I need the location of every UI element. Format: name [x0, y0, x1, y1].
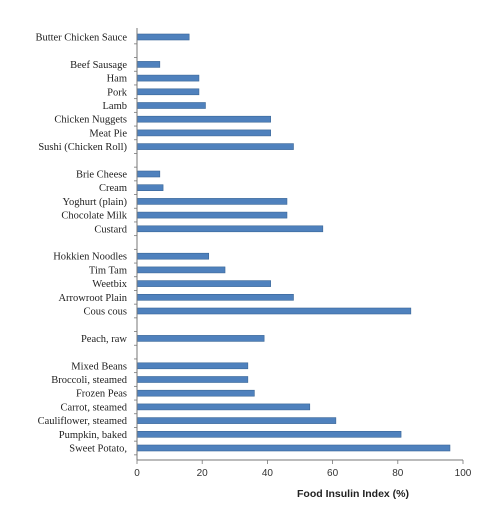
bar-arrowroot-plain: Arrowroot Plain: 48	[136, 293, 294, 301]
bar-carrot-steamed: Carrot, steamed: 53	[136, 403, 311, 411]
x-tick-label-0: 0	[134, 468, 140, 479]
bar-hokkien-noodles: Hokkien Noodles: 22	[136, 252, 210, 260]
bar-chocolate-milk: Chocolate Milk: 46	[136, 211, 288, 219]
bar-weetbix: Weetbix: 41	[136, 280, 271, 287]
category-label-chocolate-milk: Chocolate Milk	[61, 211, 127, 222]
category-label-chicken-nuggets: Chicken Nuggets	[54, 115, 127, 126]
bar-brie-cheese: Brie Cheese: 7	[136, 170, 161, 178]
x-tick-label-20: 20	[197, 468, 209, 479]
category-label-carrot-steamed: Carrot, steamed	[61, 402, 128, 413]
x-tick-label-60: 60	[327, 468, 339, 479]
bar-mixed-beans: Mixed Beans: 34	[136, 362, 249, 370]
category-label-pumpkin-baked: Pumpkin, baked	[59, 430, 128, 441]
bars-layer: Butter Chicken Sauce: 16 Beef Sausage: 7 H…	[136, 33, 451, 452]
category-label-peach-raw: Peach, raw	[81, 334, 127, 345]
bar-pumpkin-baked: Pumpkin, baked: 81	[136, 430, 402, 438]
x-tick-label-80: 80	[392, 468, 404, 479]
category-label-sweet-potato: Sweet Potato,	[69, 444, 127, 455]
x-axis-title: Food Insulin Index (%)	[297, 488, 409, 500]
bar-cream: Cream: 8	[136, 184, 164, 191]
bar-chicken-nuggets: Chicken Nuggets: 41	[136, 115, 271, 123]
category-label-sushi-chicken-roll: Sushi (Chicken Roll)	[38, 142, 127, 153]
bar-yoghurt-plain: Yoghurt (plain): 46	[136, 198, 288, 205]
category-label-custard: Custard	[94, 224, 127, 235]
category-label-tim-tam: Tim Tam	[89, 265, 127, 276]
bar-broccoli-steamed: Broccoli, steamed: 34	[136, 376, 249, 383]
bar-pork: Pork: 19	[136, 88, 200, 96]
bar-frozen-peas: Frozen Peas: 36	[136, 389, 255, 397]
x-tick-label-100: 100	[455, 468, 472, 479]
axes: 0 20 40 60 80 100 Food Insulin Index (%)	[134, 28, 472, 500]
bar-tim-tam: Tim Tam: 27	[136, 266, 226, 274]
category-labels: Butter Chicken Sauce Beef Sausage Ham Pork L…	[35, 33, 127, 455]
bar-cauliflower-steamed: Cauliflower, steamed: 61	[136, 417, 337, 424]
category-label-weetbix: Weetbix	[92, 279, 127, 290]
x-tick-label-40: 40	[262, 468, 274, 479]
bar-meat-pie: Meat Pie: 41	[136, 129, 271, 137]
bar-ham: Ham: 19	[136, 74, 200, 82]
category-label-arrowroot-plain: Arrowroot Plain	[58, 293, 127, 304]
bar-peach-raw: Peach, raw: 39	[136, 335, 265, 342]
bar-beef-sausage: Beef Sausage: 7	[136, 61, 161, 68]
category-label-pork: Pork	[107, 87, 128, 98]
bar-sweet-potato: Sweet Potato,: 96	[136, 444, 451, 452]
category-label-hokkien-noodles: Hokkien Noodles	[53, 252, 127, 263]
category-label-butter-chicken-sauce: Butter Chicken Sauce	[35, 33, 127, 44]
category-label-ham: Ham	[107, 74, 127, 85]
bar-sushi-chicken-roll: Sushi (Chicken Roll): 48	[136, 143, 294, 150]
bar-lamb: Lamb: 21	[136, 102, 206, 109]
bar-custard: Custard: 57	[136, 225, 324, 233]
category-label-cream: Cream	[99, 183, 127, 194]
category-label-cauliflower-steamed: Cauliflower, steamed	[38, 416, 128, 427]
category-label-beef-sausage: Beef Sausage	[70, 60, 127, 71]
category-label-brie-cheese: Brie Cheese	[76, 170, 127, 181]
bar-butter-chicken-sauce: Butter Chicken Sauce: 16	[136, 33, 190, 41]
category-label-frozen-peas: Frozen Peas	[76, 389, 127, 400]
category-label-mixed-beans: Mixed Beans	[71, 361, 127, 372]
category-label-cous-cous: Cous cous	[84, 307, 127, 318]
bar-cous-cous: Cous cous: 84	[136, 307, 412, 315]
category-label-yoghurt-plain: Yoghurt (plain)	[62, 197, 127, 208]
category-label-meat-pie: Meat Pie	[89, 128, 127, 139]
category-label-broccoli-steamed: Broccoli, steamed	[51, 375, 128, 386]
category-label-lamb: Lamb	[103, 101, 128, 112]
